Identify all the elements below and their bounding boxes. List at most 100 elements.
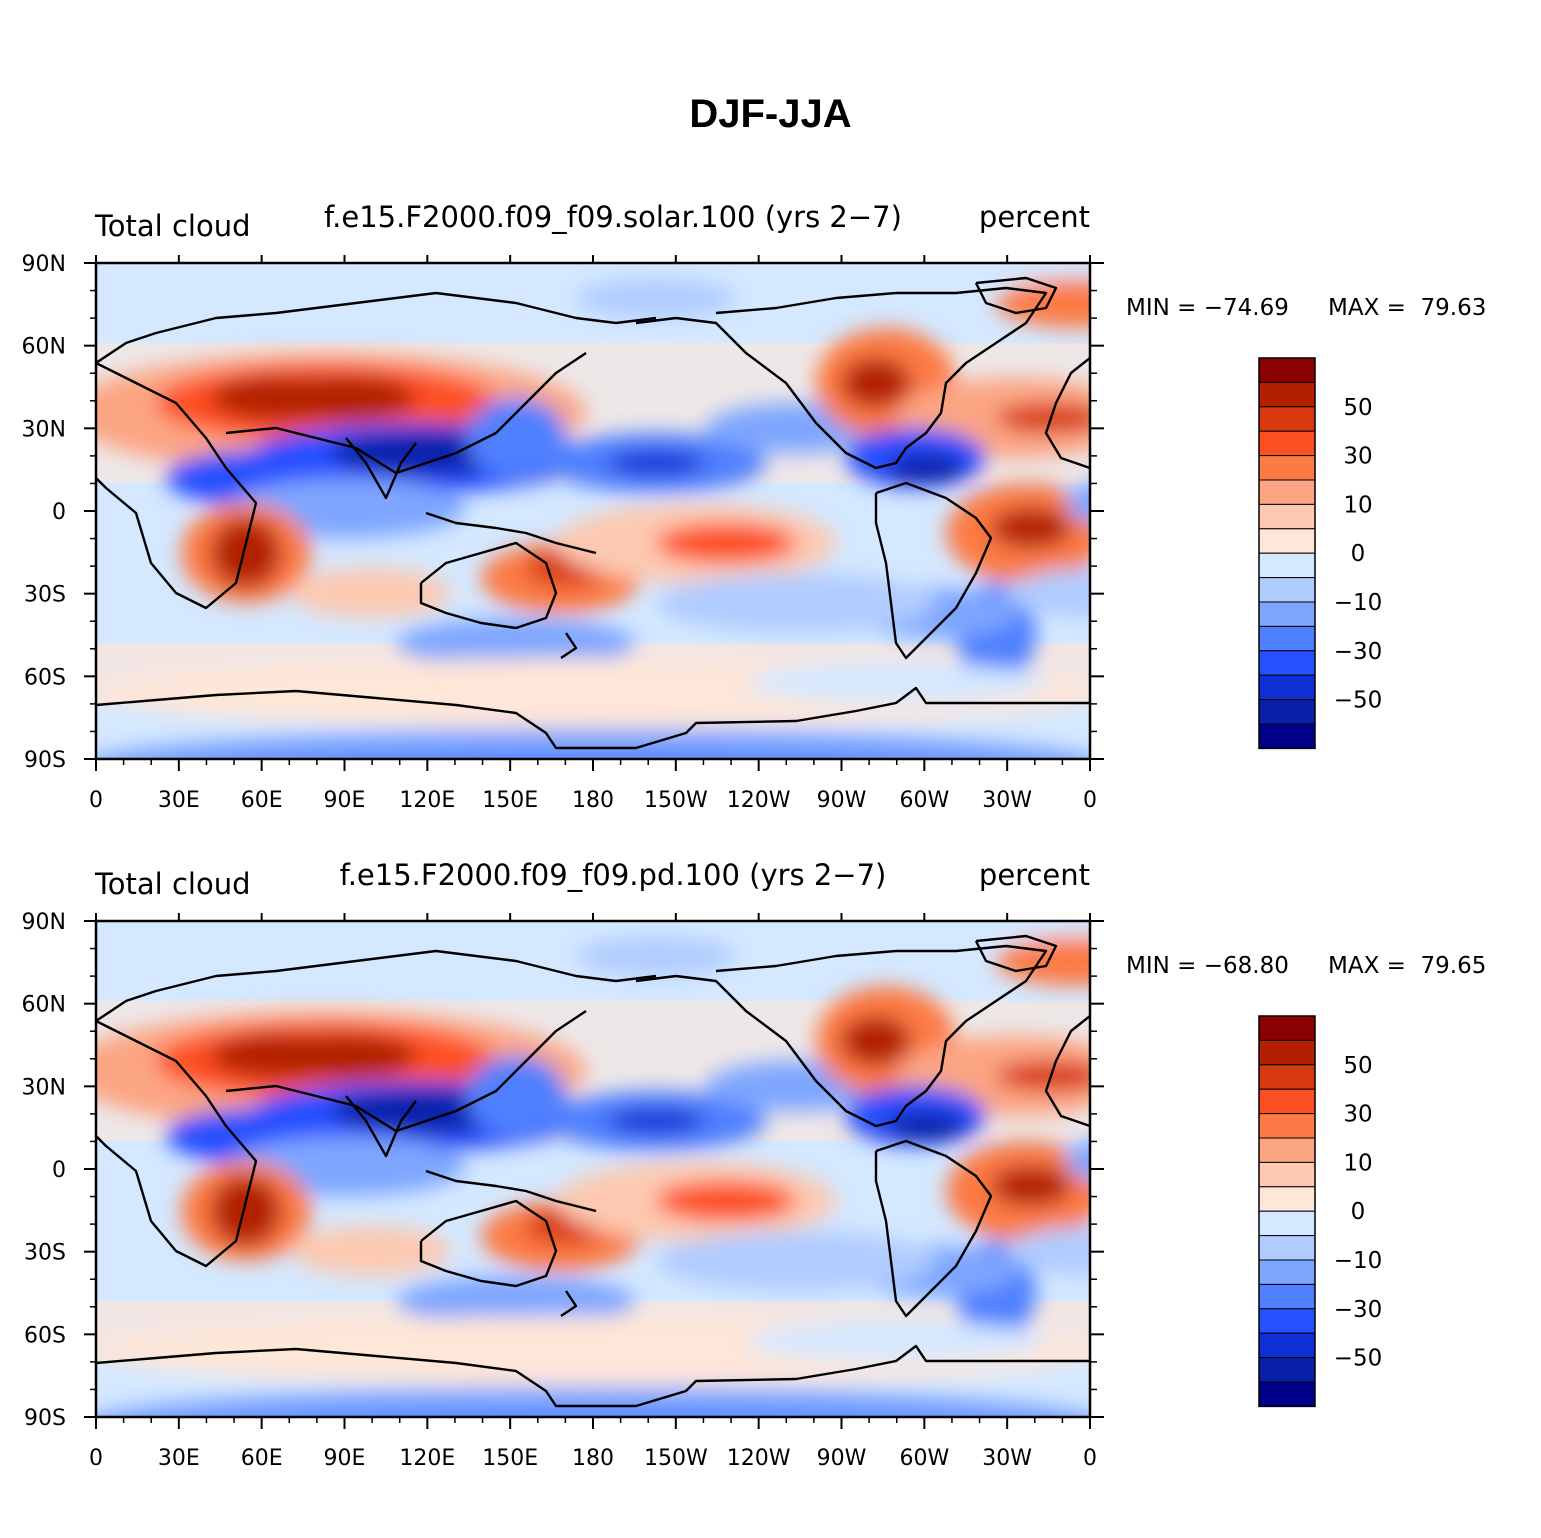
colorbar-segment xyxy=(1258,1015,1316,1041)
coastlines xyxy=(96,276,1090,750)
colorbar-label: −30 xyxy=(1334,1297,1383,1323)
x-tick-label: 90E xyxy=(324,788,366,813)
colorbar-label: −50 xyxy=(1334,688,1383,714)
colorbar-segment xyxy=(1258,699,1316,725)
x-tick-label: 0 xyxy=(1083,1446,1097,1471)
colorbar-segment xyxy=(1258,1283,1316,1310)
colorbar-label: 30 xyxy=(1343,1102,1372,1128)
x-tick-label: 150W xyxy=(644,1446,708,1471)
y-tick-label: 60S xyxy=(24,665,66,690)
x-tick-label: 120E xyxy=(399,1446,455,1471)
colorbar-segment xyxy=(1258,528,1316,554)
map-figure: 0 30E 60E 90E 120E 150E 180 150W 120W 90W 60W 30W 09… xyxy=(22,252,1383,813)
colorbar-segment xyxy=(1258,1137,1316,1163)
x-tick-label: 30E xyxy=(158,1446,200,1471)
colorbar-label: −30 xyxy=(1334,639,1383,665)
x-tick-label: 30W xyxy=(982,788,1032,813)
y-tick-label: 0 xyxy=(52,1158,66,1183)
colorbar-segment xyxy=(1258,1381,1316,1407)
x-tick-label: 180 xyxy=(572,788,614,813)
units-label: percent xyxy=(978,858,1090,892)
colorbar-segment xyxy=(1258,1235,1316,1261)
colorbar-segment xyxy=(1258,1186,1316,1212)
colorbar-segment xyxy=(1258,723,1316,749)
x-tick-label: 180 xyxy=(572,1446,614,1471)
coastlines xyxy=(96,934,1090,1408)
colorbar-segment xyxy=(1258,625,1316,652)
x-tick-label: 150E xyxy=(482,788,538,813)
colorbar-label: −50 xyxy=(1334,1346,1383,1372)
x-tick-label: 0 xyxy=(89,1446,103,1471)
y-tick-label: 60N xyxy=(22,335,66,360)
units-label: percent xyxy=(978,200,1090,234)
y-tick-label: 60N xyxy=(22,993,66,1018)
left-label: Total cloud xyxy=(95,209,251,243)
colorbar-segment xyxy=(1258,1259,1316,1285)
figure-title: DJF-JJA xyxy=(689,92,852,136)
colorbar-segment xyxy=(1258,1332,1316,1359)
colorbar-label: −10 xyxy=(1334,1248,1383,1274)
colorbar-segment xyxy=(1258,601,1316,627)
x-tick-label: 30E xyxy=(158,788,200,813)
x-tick-label: 60E xyxy=(241,1446,283,1471)
colorbar-segment xyxy=(1258,1064,1316,1090)
x-tick-label: 150W xyxy=(644,788,708,813)
colorbar-label: 10 xyxy=(1343,1150,1372,1176)
min-label: MIN = −68.80 xyxy=(1126,953,1289,979)
x-tick-label: 60W xyxy=(899,1446,949,1471)
map-figure: 0 30E 60E 90E 120E 150E 180 150W 120W 90W 60W 30W 09… xyxy=(22,910,1383,1471)
min-label: MIN = −74.69 xyxy=(1126,295,1289,321)
x-tick-label: 120W xyxy=(727,1446,791,1471)
colorbar-segment xyxy=(1258,577,1316,603)
y-tick-label: 30S xyxy=(24,583,66,608)
map-area xyxy=(96,263,1090,759)
colorbar-segment xyxy=(1258,1308,1316,1334)
colorbar-label: 0 xyxy=(1351,1199,1366,1225)
max-label: MAX = 79.63 xyxy=(1328,295,1487,321)
max-label: MAX = 79.65 xyxy=(1328,953,1487,979)
map-area xyxy=(96,921,1090,1417)
center-label: f.e15.F2000.f09_f09.pd.100 (yrs 2−7) xyxy=(339,858,887,892)
colorbar-segment xyxy=(1258,1088,1316,1115)
y-tick-label: 30N xyxy=(22,417,66,442)
y-tick-label: 90N xyxy=(22,910,66,935)
y-tick-label: 90S xyxy=(24,748,66,773)
x-tick-label: 150E xyxy=(482,1446,538,1471)
x-tick-label: 30W xyxy=(982,1446,1032,1471)
x-tick-label: 60W xyxy=(899,788,949,813)
x-tick-label: 90W xyxy=(817,788,867,813)
colorbar-segment xyxy=(1258,674,1316,701)
x-tick-label: 60E xyxy=(241,788,283,813)
x-tick-label: 0 xyxy=(1083,788,1097,813)
colorbar-segment xyxy=(1258,357,1316,383)
map-panel-solar: Total cloud f.e15.F2000.f09_f09.solar.10… xyxy=(0,195,1541,855)
colorbar-segment xyxy=(1258,479,1316,505)
map-panel-pd: Total cloud f.e15.F2000.f09_f09.pd.100 (… xyxy=(0,853,1541,1513)
colorbar-label: 30 xyxy=(1343,444,1372,470)
colorbar-segment xyxy=(1258,1113,1316,1139)
x-tick-label: 0 xyxy=(89,788,103,813)
x-tick-label: 90E xyxy=(324,1446,366,1471)
y-tick-label: 0 xyxy=(52,500,66,525)
colorbar-segment xyxy=(1258,503,1316,530)
colorbar-segment xyxy=(1258,406,1316,432)
colorbar-segment xyxy=(1258,381,1316,408)
colorbar-segment xyxy=(1258,650,1316,676)
colorbar-segment xyxy=(1258,552,1316,579)
colorbar-label: 50 xyxy=(1343,1053,1372,1079)
colorbar-segment xyxy=(1258,1039,1316,1066)
left-label: Total cloud xyxy=(95,867,251,901)
colorbar-segment xyxy=(1258,1357,1316,1383)
x-tick-label: 90W xyxy=(817,1446,867,1471)
y-tick-label: 30S xyxy=(24,1241,66,1266)
colorbar-label: −10 xyxy=(1334,590,1383,616)
center-label: f.e15.F2000.f09_f09.solar.100 (yrs 2−7) xyxy=(324,200,902,234)
colorbar-label: 10 xyxy=(1343,492,1372,518)
y-tick-label: 90S xyxy=(24,1406,66,1431)
x-tick-label: 120E xyxy=(399,788,455,813)
colorbar-segment xyxy=(1258,455,1316,481)
colorbar-segment xyxy=(1258,1210,1316,1237)
y-tick-label: 90N xyxy=(22,252,66,277)
x-tick-label: 120W xyxy=(727,788,791,813)
y-tick-label: 60S xyxy=(24,1323,66,1348)
